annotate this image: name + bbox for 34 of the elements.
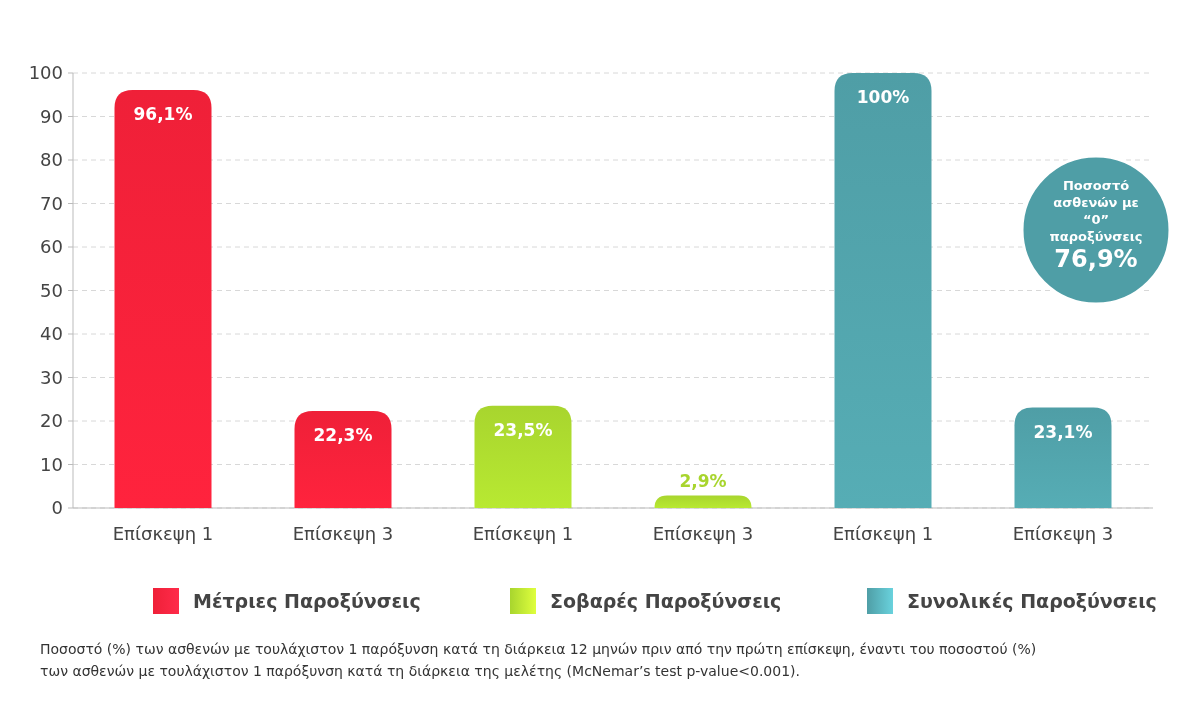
legend-label: Συνολικές Παροξύνσεις bbox=[907, 589, 1157, 612]
x-tick-label: Επίσκεψη 1 bbox=[472, 523, 574, 544]
x-tick-label: Επίσκεψη 3 bbox=[1012, 523, 1114, 544]
x-tick-label: Επίσκεψη 3 bbox=[292, 523, 394, 544]
x-tick-label: Επίσκεψη 1 bbox=[112, 523, 214, 544]
x-tick-label: Επίσκεψη 1 bbox=[832, 523, 934, 544]
data-label: 23,5% bbox=[493, 419, 553, 440]
bar bbox=[1014, 407, 1112, 508]
y-tick-label: 30 bbox=[40, 366, 63, 388]
y-tick-label: 20 bbox=[40, 410, 63, 432]
data-label: 96,1% bbox=[133, 103, 193, 124]
data-label: 2,9% bbox=[679, 471, 727, 492]
y-tick-label: 70 bbox=[40, 192, 63, 214]
bar bbox=[654, 495, 752, 508]
x-tick-label: Επίσκεψη 3 bbox=[652, 523, 754, 544]
bar bbox=[474, 405, 572, 508]
data-label: 100% bbox=[856, 87, 910, 107]
y-tick-label: 40 bbox=[40, 323, 63, 345]
y-tick-label: 60 bbox=[40, 236, 63, 258]
data-label: 23,1% bbox=[1033, 421, 1093, 442]
legend-label: Μέτριες Παροξύνσεις bbox=[193, 589, 421, 612]
y-tick-label: 50 bbox=[40, 279, 63, 301]
y-tick-label: 10 bbox=[40, 453, 63, 475]
y-tick-label: 90 bbox=[40, 105, 63, 127]
bar bbox=[294, 411, 392, 508]
annotation: Ποσοστό ασθενών με “0” παροξύνσεις 76,9% bbox=[1049, 178, 1143, 273]
bar bbox=[834, 73, 932, 508]
text: Ποσοστό (%) των ασθενών με τουλάχιστον 1 παρόξυνση κατά τη διάρκεια 12 μηνών πριν από την πρώτη επίσκεψη, έναντι του ποσοστού (%) των ασθενών με τουλάχιστον 1 παρόξυνση κατά τη διάρκεια της μελέτης (McNemar’s test p-value<0.001). bbox=[40, 640, 1038, 681]
y-tick-label: 80 bbox=[40, 149, 63, 171]
bar bbox=[114, 89, 212, 508]
legend-label: Σοβαρές Παροξύνσεις bbox=[550, 589, 782, 612]
y-tick-label: 100 bbox=[28, 62, 63, 84]
y-tick-label: 0 bbox=[51, 497, 63, 519]
data-label: 22,3% bbox=[313, 424, 373, 445]
